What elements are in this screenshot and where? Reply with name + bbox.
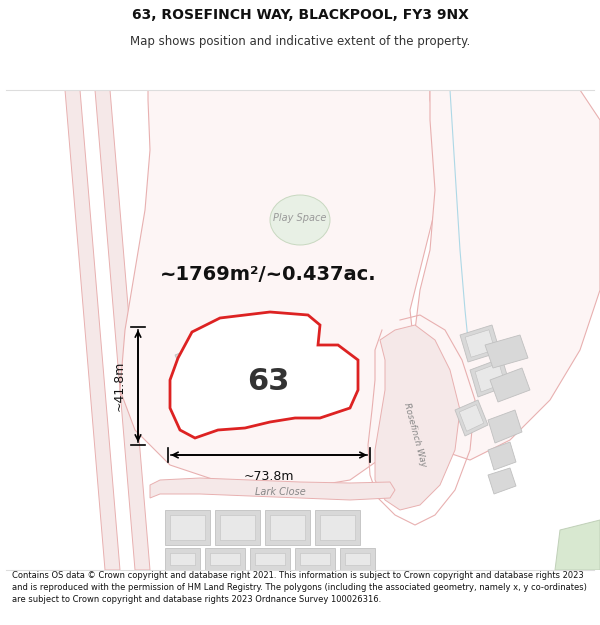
Polygon shape (65, 90, 120, 570)
Polygon shape (220, 515, 255, 540)
Ellipse shape (270, 195, 330, 245)
Polygon shape (170, 553, 195, 565)
Polygon shape (215, 510, 260, 545)
Text: ~1769m²/~0.437ac.: ~1769m²/~0.437ac. (160, 266, 376, 284)
Polygon shape (110, 90, 440, 490)
Text: 63: 63 (247, 368, 289, 396)
Polygon shape (165, 510, 210, 545)
Text: Contains OS data © Crown copyright and database right 2021. This information is : Contains OS data © Crown copyright and d… (12, 571, 587, 604)
Polygon shape (485, 335, 528, 368)
Polygon shape (555, 520, 600, 570)
Text: ~73.8m: ~73.8m (244, 470, 294, 483)
Polygon shape (180, 351, 210, 382)
Polygon shape (191, 394, 223, 424)
Polygon shape (175, 345, 215, 388)
Polygon shape (488, 442, 516, 470)
Polygon shape (465, 330, 495, 357)
Polygon shape (215, 332, 262, 366)
Text: Lark Close: Lark Close (254, 487, 305, 497)
Polygon shape (460, 325, 500, 362)
Polygon shape (265, 510, 310, 545)
Polygon shape (261, 357, 296, 385)
Text: Map shows position and indicative extent of the property.: Map shows position and indicative extent… (130, 35, 470, 48)
Polygon shape (95, 90, 150, 570)
Polygon shape (205, 548, 245, 570)
Polygon shape (300, 348, 348, 387)
Polygon shape (345, 553, 370, 565)
Polygon shape (470, 358, 510, 397)
Polygon shape (255, 553, 285, 565)
Polygon shape (221, 336, 256, 362)
Polygon shape (315, 510, 360, 545)
Polygon shape (185, 388, 228, 430)
Polygon shape (320, 515, 355, 540)
Text: ~41.8m: ~41.8m (113, 361, 126, 411)
Text: 63, ROSEFINCH WAY, BLACKPOOL, FY3 9NX: 63, ROSEFINCH WAY, BLACKPOOL, FY3 9NX (131, 8, 469, 22)
Polygon shape (375, 325, 460, 510)
Polygon shape (490, 368, 530, 402)
Text: Rosefinch Way: Rosefinch Way (402, 402, 428, 468)
Polygon shape (270, 515, 305, 540)
Text: Play Space: Play Space (274, 213, 326, 223)
Polygon shape (250, 548, 290, 570)
Polygon shape (255, 352, 302, 390)
Polygon shape (170, 312, 358, 438)
Polygon shape (300, 553, 330, 565)
Polygon shape (455, 400, 488, 436)
Polygon shape (488, 468, 516, 494)
Polygon shape (415, 90, 600, 460)
Polygon shape (165, 548, 200, 570)
Polygon shape (150, 478, 395, 500)
Polygon shape (488, 410, 522, 443)
Polygon shape (475, 363, 505, 392)
Polygon shape (170, 515, 205, 540)
Polygon shape (306, 353, 342, 382)
Polygon shape (295, 548, 335, 570)
Polygon shape (459, 404, 484, 431)
Polygon shape (340, 548, 375, 570)
Polygon shape (210, 553, 240, 565)
